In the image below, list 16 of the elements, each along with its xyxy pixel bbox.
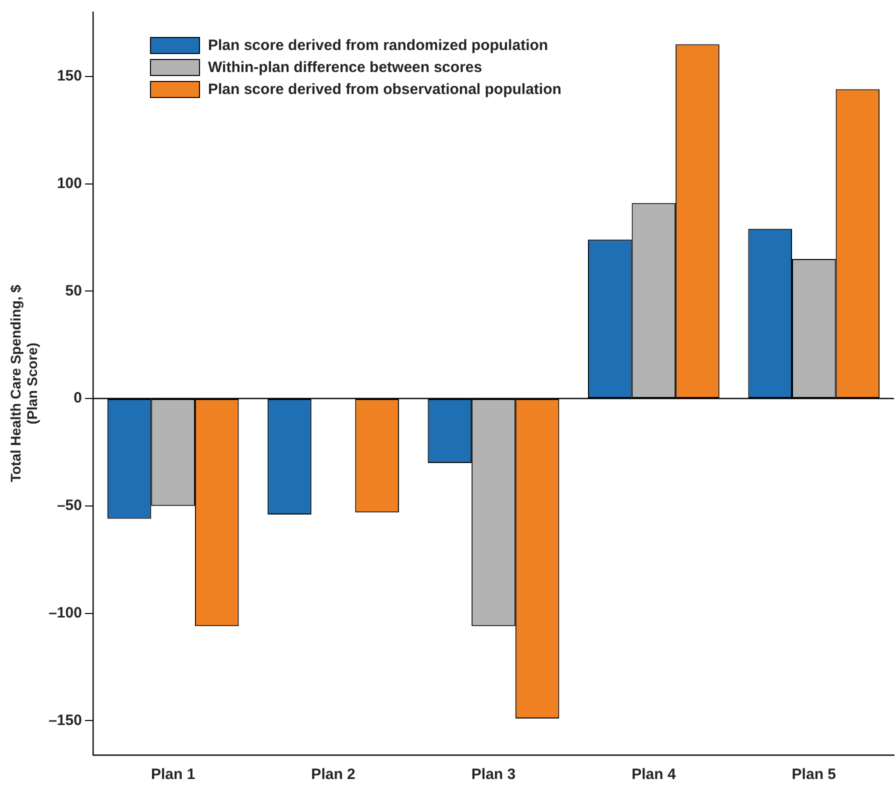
y-axis-title: Total Health Care Spending, $ (Plan Score) bbox=[7, 284, 40, 482]
y-tick-label: 0 bbox=[74, 390, 82, 407]
legend-label: Plan score derived from observational population bbox=[208, 80, 562, 98]
x-tick-label: Plan 3 bbox=[471, 766, 516, 784]
x-tick-label: Plan 2 bbox=[311, 766, 356, 784]
x-tick-label: Plan 4 bbox=[632, 766, 676, 784]
x-tick-label: Plan 1 bbox=[150, 766, 196, 784]
y-tick-label: 50 bbox=[65, 282, 82, 300]
legend-label: Plan score derived from randomized population bbox=[208, 36, 548, 54]
y-tick-label: –50 bbox=[56, 497, 82, 514]
y-tick-label: 150 bbox=[56, 68, 82, 85]
y-tick-label: –150 bbox=[48, 712, 82, 729]
legend-label: Within-plan difference between scores bbox=[208, 58, 482, 76]
x-tick-label: Plan 5 bbox=[792, 766, 836, 784]
y-tick-label: 100 bbox=[56, 174, 82, 192]
y-tick-label: –100 bbox=[48, 604, 82, 622]
